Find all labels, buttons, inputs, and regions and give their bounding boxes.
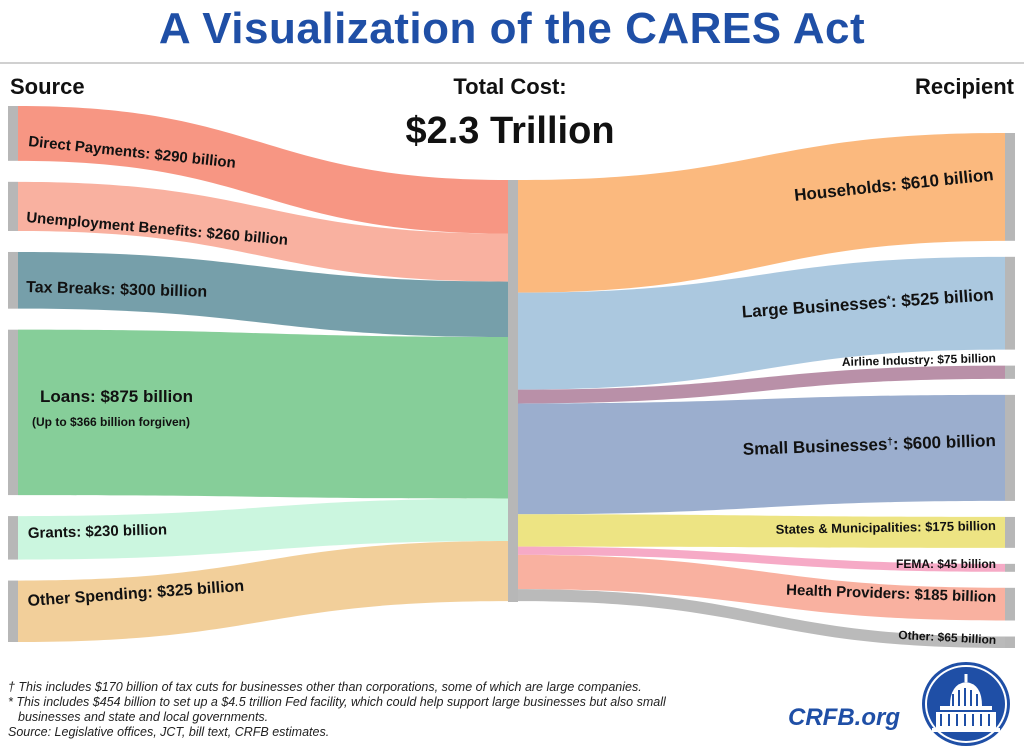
footnote-dagger: † This includes $170 billion of tax cuts… xyxy=(8,680,642,694)
source-bar-tax-breaks xyxy=(8,251,18,309)
recipient-bar-small-businesses xyxy=(1005,394,1015,501)
sankey-bars xyxy=(8,106,1015,648)
flow-recipient-states-municipalities xyxy=(518,514,1005,548)
recipient-heading: Recipient xyxy=(914,74,1014,99)
source-bar-direct-payments xyxy=(8,106,18,161)
source-bar-unemployment-benefits xyxy=(8,181,18,231)
source-label-grants: Grants: $230 billion xyxy=(28,521,168,542)
flow-source-direct-payments xyxy=(18,106,508,234)
flow-source-grants xyxy=(18,498,508,560)
source-label-tax-breaks: Tax Breaks: $300 billion xyxy=(26,279,208,301)
footnote-asterisk-continued: businesses and state and local governmen… xyxy=(18,710,269,724)
total-cost-label: Total Cost: xyxy=(453,74,567,99)
source-bar-other-spending xyxy=(8,580,18,642)
flow-recipient-airline-industry xyxy=(518,365,1005,404)
page-title: A Visualization of the CARES Act xyxy=(158,4,866,53)
sankey-flows xyxy=(18,106,1005,648)
recipient-bar-health-providers xyxy=(1005,587,1015,621)
capitol-seal-icon xyxy=(922,662,1010,746)
flow-recipient-households xyxy=(518,133,1005,293)
source-sublabel-loans-forgiven: (Up to $366 billion forgiven) xyxy=(32,415,190,429)
recipient-label-other: Other: $65 billion xyxy=(898,628,997,647)
title-divider xyxy=(0,62,1024,64)
footnote-asterisk: * This includes $454 billion to set up a… xyxy=(8,695,666,709)
flow-source-other-spending xyxy=(18,541,508,642)
recipient-bar-other xyxy=(1005,636,1015,648)
footnotes: † This includes $170 billion of tax cuts… xyxy=(8,680,788,740)
recipient-bar-households xyxy=(1005,133,1015,241)
flow-source-loans xyxy=(18,329,508,499)
flow-recipient-fema xyxy=(518,546,1005,572)
footnote-source: Source: Legislative offices, JCT, bill t… xyxy=(8,725,330,739)
total-cost-value: $2.3 Trillion xyxy=(405,110,615,152)
flow-source-tax-breaks xyxy=(18,251,508,337)
recipient-bar-airline-industry xyxy=(1005,365,1015,379)
total-node-bar xyxy=(508,180,518,602)
recipient-bar-states-municipalities xyxy=(1005,516,1015,548)
source-bar-grants xyxy=(8,516,18,560)
recipient-label-airline-industry: Airline Industry: $75 billion xyxy=(842,351,996,369)
flow-recipient-other xyxy=(518,589,1005,648)
recipient-label-fema: FEMA: $45 billion xyxy=(896,557,996,571)
recipient-bar-large-businesses xyxy=(1005,256,1015,350)
flow-source-unemployment-benefits xyxy=(18,181,508,282)
flow-recipient-health-providers xyxy=(518,554,1005,621)
source-heading: Source xyxy=(10,74,85,99)
source-bar-loans xyxy=(8,329,18,496)
source-label-loans: Loans: $875 billion xyxy=(40,387,193,406)
recipient-bar-fema xyxy=(1005,563,1015,572)
brand-link[interactable]: CRFB.org xyxy=(788,704,900,731)
recipient-label-states-municipalities: States & Municipalities: $175 billion xyxy=(775,518,996,537)
flow-recipient-large-businesses xyxy=(518,256,1005,390)
flow-recipient-small-businesses xyxy=(518,394,1005,515)
